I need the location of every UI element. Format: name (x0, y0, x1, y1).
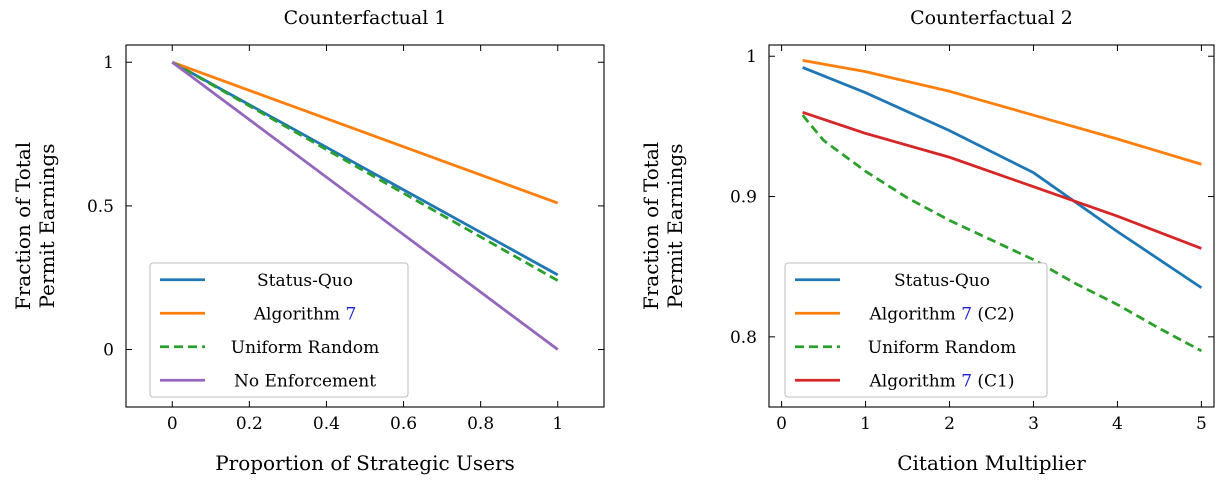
y-tick-label: 1 (103, 53, 114, 73)
panel-2: Counterfactual 2 0 1 2 3 4 5 0.8 0.9 1 Citation Mu… (639, 7, 1215, 475)
y-axis-label-line: Permit Earnings (35, 143, 59, 308)
x-tick-label: 3 (1028, 414, 1039, 434)
series-line-3 (801, 114, 1203, 353)
series-line-3 (171, 61, 559, 282)
x-tick-label: 0.8 (467, 414, 494, 434)
plot-area (801, 59, 1203, 353)
legend-label-3: Uniform Random (868, 338, 1016, 358)
series-line-1 (171, 61, 559, 277)
series-line-4 (171, 61, 559, 351)
legend-label-2: Algorithm 7 (C2) (868, 304, 1014, 324)
plot-area (171, 60, 559, 351)
y-tick-label: 0.8 (730, 328, 757, 348)
legend-label-2: Algorithm 7 (253, 304, 357, 324)
panel-1: Counterfactual 1 0 0.2 0.4 0.6 0.8 1 0 0.5 1 Propo… (11, 7, 605, 475)
x-tick-label: 0.4 (313, 414, 340, 434)
x-tick-label: 5 (1196, 414, 1207, 434)
y-tick-label: 0.9 (730, 188, 757, 208)
x-tick-label: 0 (776, 414, 787, 434)
y-axis-label: Fraction of TotalPermit Earnings (11, 142, 59, 310)
series-line-2 (802, 59, 1202, 166)
chart-title: Counterfactual 1 (284, 7, 447, 29)
x-axis-label: Proportion of Strategic Users (215, 451, 515, 475)
algorithm-ref-link: 7 (961, 304, 972, 324)
y-tick-label: 0 (103, 341, 114, 361)
legend-frame (784, 262, 1048, 398)
legend-label-4: Algorithm 7 (C1) (868, 371, 1014, 391)
x-tick-label: 1 (552, 414, 563, 434)
axes-frame (125, 44, 605, 408)
series-line-2 (171, 60, 559, 205)
y-axis-label-line: Fraction of Total (639, 142, 663, 310)
series-line-4 (802, 111, 1202, 250)
legend-label-1: Status-Quo (257, 271, 353, 291)
y-axis-label: Fraction of TotalPermit Earnings (639, 142, 687, 310)
x-axis-label: Citation Multiplier (897, 451, 1086, 475)
algorithm-ref-link: 7 (961, 371, 972, 391)
axes-frame (768, 44, 1215, 408)
x-tick-label: 0.2 (236, 414, 263, 434)
legend-label-1: Status-Quo (894, 271, 990, 291)
x-tick-label: 1 (860, 414, 871, 434)
x-tick-label: 0.6 (390, 414, 417, 434)
y-axis-label-line: Permit Earnings (663, 143, 687, 308)
x-tick-label: 2 (944, 414, 955, 434)
series-line-1 (802, 66, 1203, 289)
x-tick-label: 4 (1112, 414, 1123, 434)
y-axis-label-line: Fraction of Total (11, 142, 35, 310)
y-tick-label: 0.5 (87, 197, 114, 217)
x-tick-label: 0 (167, 414, 178, 434)
y-tick-label: 1 (746, 47, 757, 67)
legend: Status-Quo Algorithm 7 Uniform Random No En… (149, 262, 409, 398)
chart-title: Counterfactual 2 (910, 7, 1073, 29)
legend-label-4: No Enforcement (234, 371, 376, 391)
legend-frame (149, 262, 409, 398)
legend-label-3: Uniform Random (231, 338, 379, 358)
algorithm-ref-link: 7 (345, 304, 356, 324)
legend: Status-Quo Algorithm 7 (C2) Uniform Random… (784, 262, 1048, 398)
